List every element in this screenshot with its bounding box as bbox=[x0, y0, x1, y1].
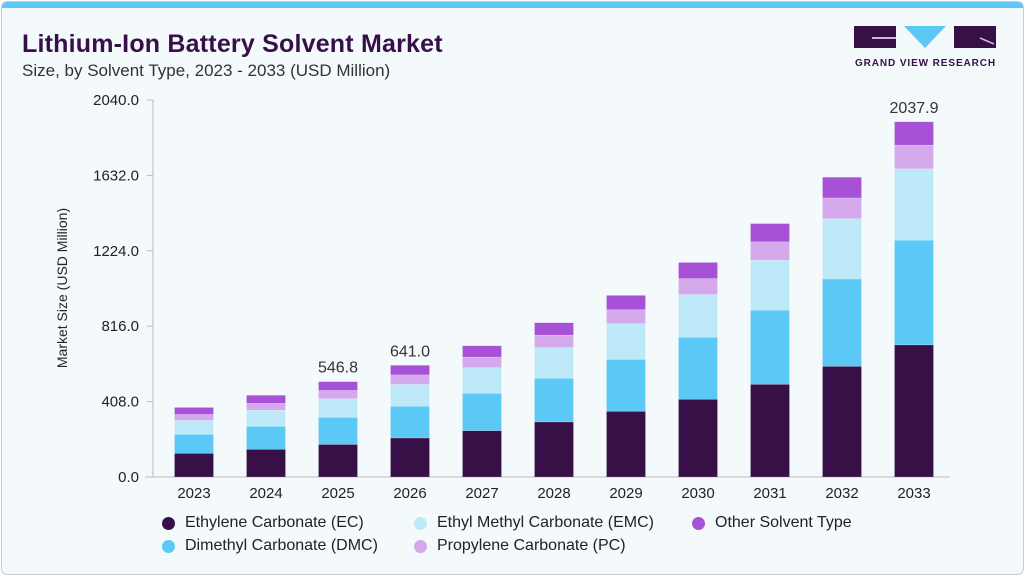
legend-swatch-icon bbox=[162, 539, 175, 553]
legend-item: Ethylene Carbonate (EC) bbox=[162, 514, 364, 532]
bar-segment-other-solvent-type-2031 bbox=[750, 223, 790, 243]
bar-segment-dimethyl-carbonate-dmc-2024 bbox=[246, 426, 286, 450]
bar-segment-other-solvent-type-2030 bbox=[678, 262, 718, 279]
bar-segment-ethylene-carbonate-ec-2033 bbox=[894, 344, 934, 478]
legend-label: Ethyl Methyl Carbonate (EMC) bbox=[437, 514, 654, 531]
bar-segment-other-solvent-type-2023 bbox=[174, 407, 214, 415]
bar-segment-ethyl-methyl-carbonate-emc-2023 bbox=[174, 420, 214, 435]
legend-label: Other Solvent Type bbox=[715, 514, 852, 531]
bar-segment-ethylene-carbonate-ec-2026 bbox=[390, 437, 430, 478]
bar-segment-dimethyl-carbonate-dmc-2033 bbox=[894, 239, 934, 346]
bar-segment-ethyl-methyl-carbonate-emc-2028 bbox=[534, 347, 574, 379]
x-tick-label: 2025 bbox=[321, 485, 354, 502]
x-tick-label: 2031 bbox=[753, 485, 786, 502]
bar-segment-dimethyl-carbonate-dmc-2026 bbox=[390, 405, 430, 439]
bar-segment-dimethyl-carbonate-dmc-2028 bbox=[534, 377, 574, 423]
y-tick-label: 2040.0 bbox=[93, 92, 139, 109]
legend-label: Dimethyl Carbonate (DMC) bbox=[185, 537, 378, 554]
bar-segment-other-solvent-type-2028 bbox=[534, 322, 574, 336]
bar-segment-ethyl-methyl-carbonate-emc-2026 bbox=[390, 384, 430, 407]
legend-label: Ethylene Carbonate (EC) bbox=[185, 514, 364, 531]
x-tick-label: 2029 bbox=[609, 485, 642, 502]
bar-segment-ethylene-carbonate-ec-2028 bbox=[534, 421, 574, 478]
x-tick-label: 2032 bbox=[825, 485, 858, 502]
bar-segment-propylene-carbonate-pc-2032 bbox=[822, 197, 862, 219]
accent-strip bbox=[2, 2, 1023, 8]
bar-segment-other-solvent-type-2032 bbox=[822, 176, 862, 199]
x-tick-label: 2024 bbox=[249, 485, 282, 502]
bar-segment-dimethyl-carbonate-dmc-2025 bbox=[318, 417, 358, 445]
chart-title: Lithium-Ion Battery Solvent Market bbox=[22, 30, 443, 58]
bar-segment-dimethyl-carbonate-dmc-2029 bbox=[606, 359, 646, 412]
bar-segment-ethylene-carbonate-ec-2025 bbox=[318, 444, 358, 478]
x-tick-label: 2033 bbox=[897, 485, 930, 502]
bar-segment-ethyl-methyl-carbonate-emc-2030 bbox=[678, 294, 718, 338]
bar-segment-ethylene-carbonate-ec-2024 bbox=[246, 449, 286, 478]
x-tick-label: 2030 bbox=[681, 485, 714, 502]
bar-segment-ethylene-carbonate-ec-2023 bbox=[174, 453, 214, 478]
bar-segment-propylene-carbonate-pc-2028 bbox=[534, 334, 574, 348]
bar-segment-ethyl-methyl-carbonate-emc-2029 bbox=[606, 323, 646, 360]
bar-segment-ethyl-methyl-carbonate-emc-2031 bbox=[750, 259, 790, 311]
bar-segment-ethylene-carbonate-ec-2032 bbox=[822, 366, 862, 478]
x-tick-label: 2028 bbox=[537, 485, 570, 502]
bar-segment-ethyl-methyl-carbonate-emc-2033 bbox=[894, 168, 934, 241]
x-tick-label: 2027 bbox=[465, 485, 498, 502]
y-tick-label: 1224.0 bbox=[93, 243, 139, 260]
bar-segment-other-solvent-type-2027 bbox=[462, 345, 502, 358]
bar-segment-dimethyl-carbonate-dmc-2030 bbox=[678, 336, 718, 400]
y-tick-label: 816.0 bbox=[101, 318, 139, 335]
bar-segment-ethylene-carbonate-ec-2030 bbox=[678, 399, 718, 478]
x-tick-label: 2026 bbox=[393, 485, 426, 502]
legend-swatch-icon bbox=[162, 516, 175, 530]
data-label-total: 2037.9 bbox=[890, 100, 939, 117]
bar-segment-other-solvent-type-2024 bbox=[246, 395, 286, 404]
y-tick-label: 0.0 bbox=[118, 469, 139, 486]
bar-segment-propylene-carbonate-pc-2030 bbox=[678, 278, 718, 295]
bar-segment-other-solvent-type-2033 bbox=[894, 121, 934, 146]
bar-segment-dimethyl-carbonate-dmc-2031 bbox=[750, 309, 790, 385]
bar-segment-other-solvent-type-2026 bbox=[390, 365, 430, 376]
bar-segment-ethylene-carbonate-ec-2027 bbox=[462, 430, 502, 478]
data-label-total: 546.8 bbox=[318, 360, 358, 377]
bar-segment-other-solvent-type-2029 bbox=[606, 295, 646, 310]
legend-item: Propylene Carbonate (PC) bbox=[414, 537, 626, 555]
data-label-total: 641.0 bbox=[390, 343, 430, 360]
x-tick-label: 2023 bbox=[177, 485, 210, 502]
bar-segment-propylene-carbonate-pc-2033 bbox=[894, 144, 934, 170]
bar-segment-propylene-carbonate-pc-2027 bbox=[462, 356, 502, 368]
bar-segment-propylene-carbonate-pc-2024 bbox=[246, 403, 286, 411]
bar-segment-propylene-carbonate-pc-2031 bbox=[750, 241, 790, 261]
legend-item: Other Solvent Type bbox=[692, 514, 852, 532]
y-axis-title: Market Size (USD Million) bbox=[54, 208, 70, 368]
bar-segment-other-solvent-type-2025 bbox=[318, 381, 358, 391]
legend-label: Propylene Carbonate (PC) bbox=[437, 537, 626, 554]
bar-segment-ethyl-methyl-carbonate-emc-2032 bbox=[822, 218, 862, 280]
bar-segment-propylene-carbonate-pc-2026 bbox=[390, 374, 430, 385]
bar-segment-propylene-carbonate-pc-2023 bbox=[174, 414, 214, 421]
bar-segment-dimethyl-carbonate-dmc-2027 bbox=[462, 393, 502, 431]
bar-segment-dimethyl-carbonate-dmc-2032 bbox=[822, 278, 862, 367]
bar-segment-ethylene-carbonate-ec-2031 bbox=[750, 384, 790, 478]
legend-item: Dimethyl Carbonate (DMC) bbox=[162, 537, 378, 555]
bar-segment-ethylene-carbonate-ec-2029 bbox=[606, 411, 646, 478]
legend-swatch-icon bbox=[414, 516, 427, 530]
logo-text: GRAND VIEW RESEARCH bbox=[855, 58, 996, 69]
bar-segment-ethyl-methyl-carbonate-emc-2024 bbox=[246, 409, 286, 427]
bar-segment-ethyl-methyl-carbonate-emc-2025 bbox=[318, 398, 358, 418]
legend-item: Ethyl Methyl Carbonate (EMC) bbox=[414, 514, 654, 532]
y-tick-label: 1632.0 bbox=[93, 167, 139, 184]
bar-segment-ethyl-methyl-carbonate-emc-2027 bbox=[462, 367, 502, 394]
bar-segment-propylene-carbonate-pc-2025 bbox=[318, 390, 358, 399]
grand-view-research-logo bbox=[854, 26, 996, 48]
bar-segment-propylene-carbonate-pc-2029 bbox=[606, 309, 646, 324]
bar-segment-dimethyl-carbonate-dmc-2023 bbox=[174, 434, 214, 454]
chart-subtitle: Size, by Solvent Type, 2023 - 2033 (USD … bbox=[22, 61, 391, 80]
y-tick-label: 408.0 bbox=[101, 394, 139, 411]
legend-swatch-icon bbox=[692, 516, 705, 530]
legend-swatch-icon bbox=[414, 539, 427, 553]
